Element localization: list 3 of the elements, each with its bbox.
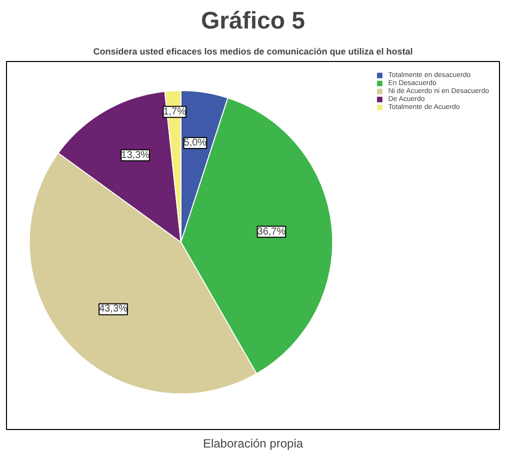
- chart-subtitle: Considera usted eficaces los medios de comunicación que utiliza el hostal: [93, 46, 413, 56]
- chart-title: Gráfico 5: [200, 8, 306, 34]
- text: Elaboración propia: [202, 436, 304, 450]
